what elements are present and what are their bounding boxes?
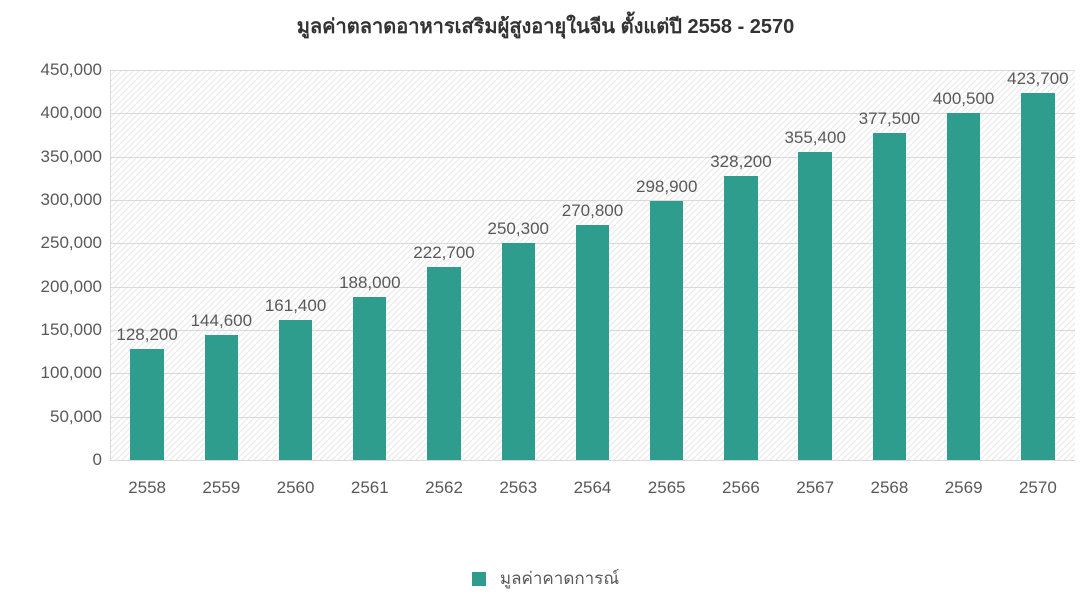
x-tick-label: 2560 <box>277 460 315 498</box>
x-tick-label: 2568 <box>870 460 908 498</box>
bar <box>502 243 535 460</box>
bar-value-label: 270,800 <box>562 201 623 221</box>
bar-value-label: 222,700 <box>413 243 474 263</box>
legend-swatch <box>472 572 486 586</box>
x-tick-label: 2558 <box>128 460 166 498</box>
bar-value-label: 144,600 <box>191 311 252 331</box>
bar-slot: 188,0002561 <box>333 70 407 460</box>
bar-value-label: 128,200 <box>116 325 177 345</box>
bar <box>798 152 831 460</box>
bar-value-label: 161,400 <box>265 296 326 316</box>
y-tick-label: 100,000 <box>41 363 110 383</box>
x-tick-label: 2563 <box>499 460 537 498</box>
y-tick-label: 150,000 <box>41 320 110 340</box>
bar <box>130 349 163 460</box>
legend-item: มูลค่าคาดการณ์ <box>472 565 619 592</box>
bar-slot: 423,7002570 <box>1001 70 1075 460</box>
legend-label: มูลค่าคาดการณ์ <box>500 565 619 592</box>
bar <box>1021 93 1054 460</box>
bar <box>353 297 386 460</box>
bar-slot: 144,6002559 <box>184 70 258 460</box>
bar-value-label: 423,700 <box>1007 69 1068 89</box>
y-tick-label: 450,000 <box>41 60 110 80</box>
bar-slot: 328,2002566 <box>704 70 778 460</box>
x-tick-label: 2569 <box>945 460 983 498</box>
y-tick-label: 50,000 <box>50 407 110 427</box>
bar-value-label: 188,000 <box>339 273 400 293</box>
bar-value-label: 250,300 <box>488 219 549 239</box>
y-tick-label: 400,000 <box>41 103 110 123</box>
bar-slot: 298,9002565 <box>630 70 704 460</box>
bar <box>205 335 238 460</box>
plot-area: 050,000100,000150,000200,000250,000300,0… <box>110 70 1075 460</box>
y-tick-label: 0 <box>93 450 110 470</box>
bar <box>650 201 683 460</box>
bar-slot: 270,8002564 <box>555 70 629 460</box>
bar-value-label: 400,500 <box>933 89 994 109</box>
bar-slot: 400,5002569 <box>927 70 1001 460</box>
bar-slot: 128,2002558 <box>110 70 184 460</box>
x-tick-label: 2562 <box>425 460 463 498</box>
x-tick-label: 2565 <box>648 460 686 498</box>
bar-slot: 161,4002560 <box>258 70 332 460</box>
x-tick-label: 2561 <box>351 460 389 498</box>
bar-slot: 222,7002562 <box>407 70 481 460</box>
y-tick-label: 250,000 <box>41 233 110 253</box>
x-tick-label: 2564 <box>574 460 612 498</box>
bar <box>873 133 906 460</box>
bar-slot: 355,4002567 <box>778 70 852 460</box>
bar-slot: 377,5002568 <box>852 70 926 460</box>
bar-value-label: 355,400 <box>784 128 845 148</box>
y-tick-label: 300,000 <box>41 190 110 210</box>
x-tick-label: 2559 <box>202 460 240 498</box>
chart-title: มูลค่าตลาดอาหารเสริมผู้สูงอายุในจีน ตั้ง… <box>0 10 1091 42</box>
bar <box>947 113 980 460</box>
x-tick-label: 2567 <box>796 460 834 498</box>
bar-value-label: 328,200 <box>710 152 771 172</box>
y-tick-label: 350,000 <box>41 147 110 167</box>
bars-container: 128,2002558144,6002559161,4002560188,000… <box>110 70 1075 460</box>
x-tick-label: 2566 <box>722 460 760 498</box>
bar-slot: 250,3002563 <box>481 70 555 460</box>
bar-value-label: 298,900 <box>636 177 697 197</box>
bar <box>724 176 757 460</box>
bar <box>279 320 312 460</box>
x-tick-label: 2570 <box>1019 460 1057 498</box>
bar <box>427 267 460 460</box>
bar-value-label: 377,500 <box>859 109 920 129</box>
y-tick-label: 200,000 <box>41 277 110 297</box>
legend: มูลค่าคาดการณ์ <box>0 565 1091 592</box>
bar <box>576 225 609 460</box>
bar-chart: มูลค่าตลาดอาหารเสริมผู้สูงอายุในจีน ตั้ง… <box>0 0 1091 613</box>
